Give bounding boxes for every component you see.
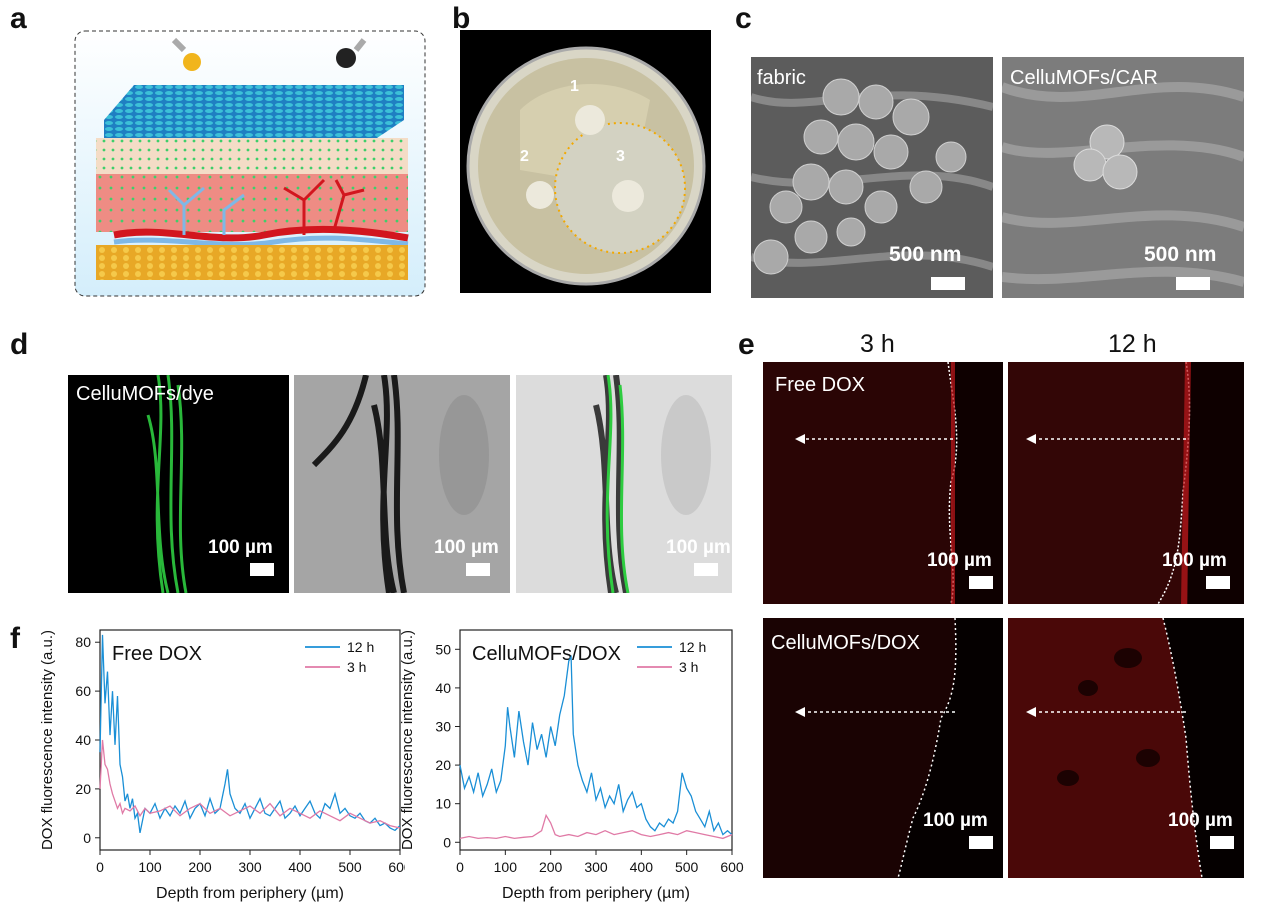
c0-xtick-label-4: 400 — [288, 859, 312, 875]
panel-label-a: a — [10, 2, 27, 35]
c1-series-line-1 — [459, 813, 733, 840]
skin-schematic — [74, 30, 426, 297]
sem-scale-text-right: 500 nm — [1144, 243, 1217, 266]
dox-image-cellumofs-3h: CelluMOFs/DOX 100 µm — [763, 618, 1003, 878]
d-scale-text-2: 100 µm — [434, 537, 499, 558]
sem-image-cellumofs-car: CelluMOFs/CAR 500 nm — [1002, 57, 1244, 298]
c0-xtick-label-5: 500 — [338, 859, 362, 875]
c1-title: CelluMOFs/DOX — [472, 643, 621, 665]
petri-dish-svg — [466, 46, 706, 286]
c0-ytick-label-1: 20 — [75, 781, 91, 797]
c0-ytick-label-3: 60 — [75, 683, 91, 699]
e-scale-text-bl: 100 µm — [923, 810, 988, 831]
c0-xtick-label-2: 200 — [188, 859, 212, 875]
sem-image-fabric: fabric 500 nm — [751, 57, 993, 298]
c0-ytick-label-4: 80 — [75, 634, 91, 650]
d-scale-text-1: 100 µm — [208, 537, 273, 558]
sem-cellumofs-svg — [1002, 57, 1244, 298]
dox-free-3h-svg — [763, 362, 958, 604]
c1-series-line-0 — [459, 654, 733, 836]
c0-xtick-label-6: 600 — [388, 859, 405, 875]
c1-ytick-label-0: 0 — [443, 834, 451, 850]
c0-xtick-label-3: 300 — [238, 859, 262, 875]
row-label-cellumofs-dox: CelluMOFs/DOX — [771, 632, 920, 654]
column-header-12h: 12 h — [1108, 330, 1157, 358]
c1-ytick-label-5: 50 — [435, 641, 451, 657]
fluorescence-green-svg — [146, 375, 188, 593]
c1-ytick-label-2: 20 — [435, 757, 451, 773]
d-scale-text-3: 100 µm — [666, 537, 731, 558]
c1-xtick-label-5: 500 — [675, 859, 699, 875]
panel-label-c: c — [735, 2, 752, 35]
e-scalebar-br — [1210, 836, 1234, 849]
c1-legend-label-0: 12 h — [679, 639, 706, 655]
c0-xlabel: Depth from periphery (µm) — [156, 885, 344, 902]
dox-cellumofs-3h-svg — [763, 618, 957, 878]
dox-free-12h-svg — [1008, 362, 1191, 604]
c0-title: Free DOX — [112, 643, 202, 665]
d-scalebar-2 — [466, 563, 490, 576]
sem-scalebar-right — [1176, 277, 1210, 290]
c0-series-line-1 — [99, 739, 401, 829]
e-scalebar-tr — [1206, 576, 1230, 589]
panel-label-d: d — [10, 328, 29, 361]
spot-label-1: 1 — [570, 78, 579, 95]
c1-xtick-label-1: 100 — [494, 859, 518, 875]
c0-ylabel: DOX fluorescence intensity (a.u.) — [39, 630, 56, 850]
c1-xtick-label-4: 400 — [630, 859, 654, 875]
column-header-3h: 3 h — [860, 330, 895, 358]
merged-svg — [516, 375, 732, 593]
sem-scalebar-left — [931, 277, 965, 290]
c0-legend-label-0: 12 h — [347, 639, 374, 655]
panel-label-f: f — [10, 622, 20, 655]
sem-label-cellumofs-car: CelluMOFs/CAR — [1010, 67, 1158, 89]
sem-label-fabric: fabric — [757, 67, 806, 89]
c0-xtick-label-0: 0 — [96, 859, 104, 875]
d-scalebar-1 — [250, 563, 274, 576]
panel-label-e: e — [738, 328, 755, 361]
c1-legend-label-1: 3 h — [679, 659, 698, 675]
panel-label-b: b — [452, 2, 471, 35]
dox-image-free-3h: Free DOX 100 µm — [763, 362, 1003, 604]
e-scalebar-tl — [969, 576, 993, 589]
c0-legend-label-1: 3 h — [347, 659, 366, 675]
dox-image-free-12h: 100 µm — [1008, 362, 1244, 604]
e-scalebar-bl — [969, 836, 993, 849]
c1-ytick-label-3: 30 — [435, 718, 451, 734]
row-label-free-dox: Free DOX — [775, 374, 866, 396]
dox-cellumofs-12h-svg — [1008, 618, 1203, 878]
dox-image-cellumofs-12h: 100 µm — [1008, 618, 1244, 878]
spot-label-3: 3 — [616, 148, 625, 165]
e-scale-text-tl: 100 µm — [927, 550, 992, 571]
c0-xtick-label-1: 100 — [138, 859, 162, 875]
chart-free-dox: 0 100 200 300 400 500 600 0 20 40 60 80 Depth from p… — [39, 629, 405, 902]
c1-xtick-label-6: 600 — [720, 859, 744, 875]
c1-xlabel: Depth from periphery (µm) — [502, 885, 690, 902]
spot-label-2: 2 — [520, 148, 529, 165]
merged-image: 100 µm — [516, 375, 732, 593]
c1-ytick-label-4: 40 — [435, 680, 451, 696]
c1-xtick-label-3: 300 — [584, 859, 608, 875]
e-scale-text-tr: 100 µm — [1162, 550, 1227, 571]
dye-label: CelluMOFs/dye — [76, 383, 214, 405]
c0-ytick-label-2: 40 — [75, 732, 91, 748]
skin-schematic-svg — [74, 30, 426, 297]
petri-dish-photo: 1 2 3 — [460, 30, 711, 293]
c1-ylabel: DOX fluorescence intensity (a.u.) — [399, 630, 416, 850]
sem-fabric-svg — [751, 57, 993, 298]
brightfield-image: 100 µm — [294, 375, 510, 593]
c1-xtick-label-0: 0 — [456, 859, 464, 875]
fluorescence-image-green: CelluMOFs/dye 100 µm — [68, 375, 289, 593]
c1-ytick-label-1: 10 — [435, 796, 451, 812]
brightfield-svg — [294, 375, 510, 593]
d-scalebar-3 — [694, 563, 718, 576]
c0-series-line-0 — [99, 634, 401, 834]
chart-cellumofs-dox: 0 100 200 300 400 500 600 0 10 20 30 40 50 Depth from… — [399, 629, 744, 902]
c1-xtick-label-2: 200 — [539, 859, 563, 875]
c0-ytick-label-0: 0 — [83, 830, 91, 846]
sem-scale-text-left: 500 nm — [889, 243, 962, 266]
e-scale-text-br: 100 µm — [1168, 810, 1233, 831]
